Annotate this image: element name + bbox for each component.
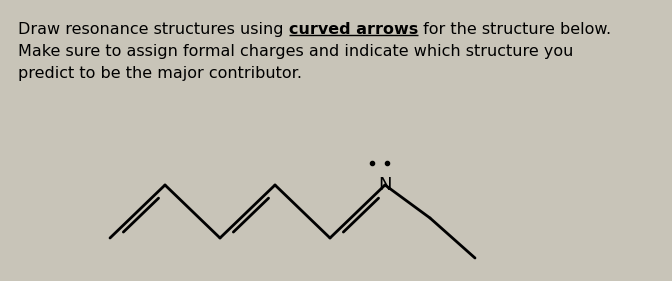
Text: for the structure below.: for the structure below. [418,22,611,37]
Text: N: N [378,176,392,194]
Text: predict to be the major contributor.: predict to be the major contributor. [18,66,302,81]
Text: Make sure to assign formal charges and indicate which structure you: Make sure to assign formal charges and i… [18,44,573,59]
Text: curved arrows: curved arrows [289,22,418,37]
Text: Draw resonance structures using: Draw resonance structures using [18,22,289,37]
